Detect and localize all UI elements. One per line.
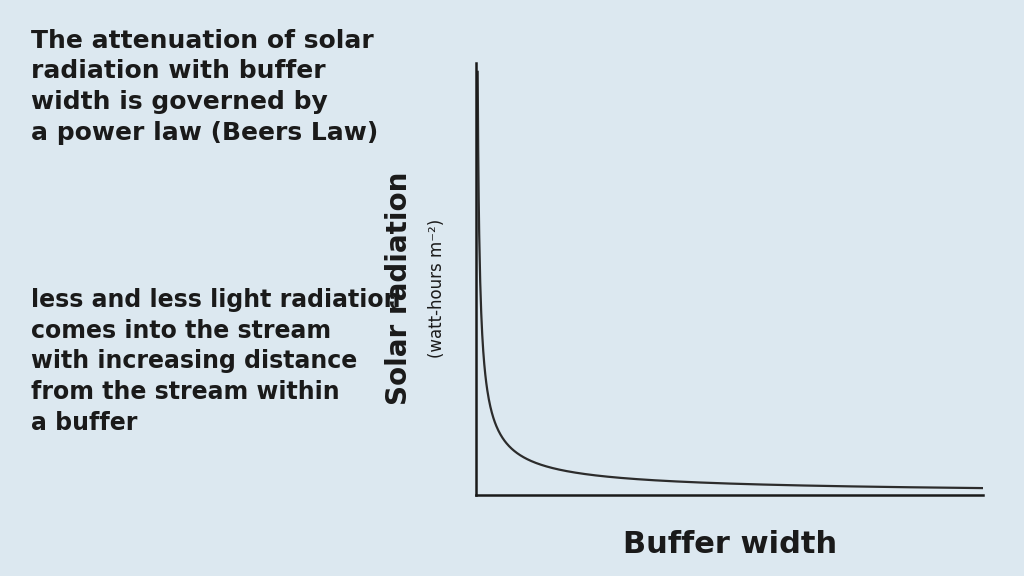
Text: Solar radiation: Solar radiation <box>385 171 414 405</box>
Text: (watt-hours m⁻²): (watt-hours m⁻²) <box>428 218 446 358</box>
Text: less and less light radiation
comes into the stream
with increasing distance
fro: less and less light radiation comes into… <box>31 288 400 435</box>
Text: Buffer width: Buffer width <box>623 530 837 559</box>
Text: The attenuation of solar
radiation with buffer
width is governed by
a power law : The attenuation of solar radiation with … <box>31 29 378 145</box>
